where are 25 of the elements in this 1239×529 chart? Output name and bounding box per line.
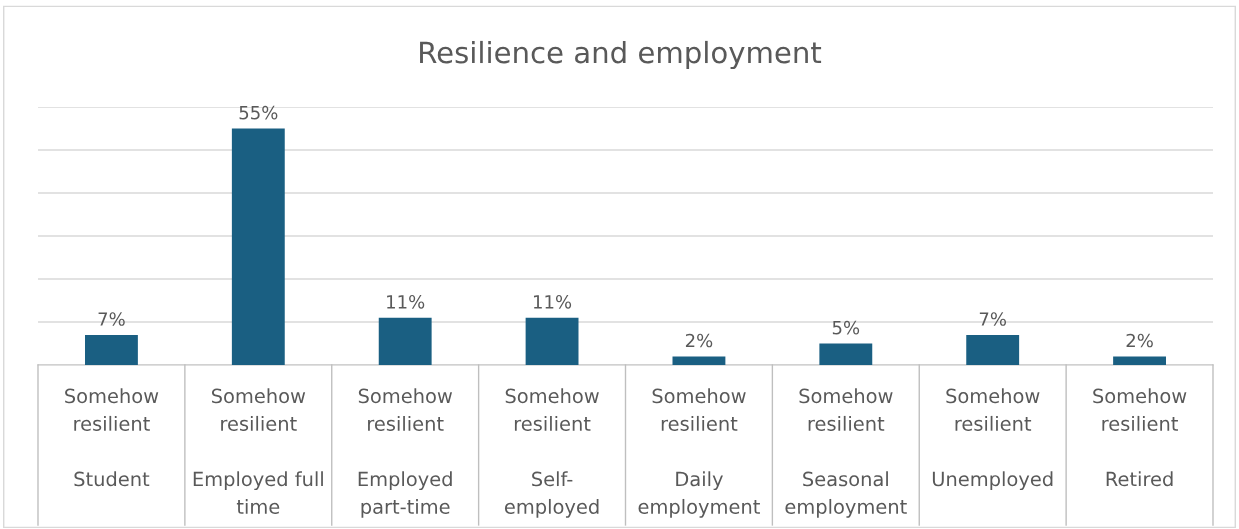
bar bbox=[525, 317, 579, 365]
chart-title: Resilience and employment bbox=[420, 40, 822, 70]
category-label: Somehow resilient Student bbox=[65, 388, 159, 487]
category-label: Somehow resilient Seasonal employment bbox=[785, 388, 907, 518]
data-label: 5% bbox=[832, 320, 860, 335]
bar bbox=[378, 317, 432, 365]
bar bbox=[819, 343, 873, 365]
data-label: 7% bbox=[979, 312, 1007, 326]
data-label: 55% bbox=[239, 105, 278, 120]
data-label: 11% bbox=[533, 294, 572, 309]
data-label: 2% bbox=[1126, 333, 1153, 348]
category-label: Somehow resilient Employed part-time bbox=[358, 388, 452, 518]
data-label: 7% bbox=[98, 312, 125, 326]
bar bbox=[672, 356, 726, 365]
bar bbox=[1113, 356, 1166, 365]
category-label: Somehow resilient Unemployed bbox=[932, 388, 1053, 491]
category-label: Somehow resilient Self- employed bbox=[504, 388, 599, 518]
category-label: Somehow resilient Retired bbox=[1093, 388, 1187, 487]
category-label: Somehow resilient Employed full time bbox=[193, 388, 323, 514]
data-label: 11% bbox=[387, 294, 425, 309]
bar bbox=[966, 334, 1020, 365]
category-label: Somehow resilient Daily employment bbox=[638, 388, 760, 518]
bar bbox=[85, 334, 138, 365]
bar bbox=[231, 128, 285, 365]
data-label: 2% bbox=[685, 333, 713, 348]
